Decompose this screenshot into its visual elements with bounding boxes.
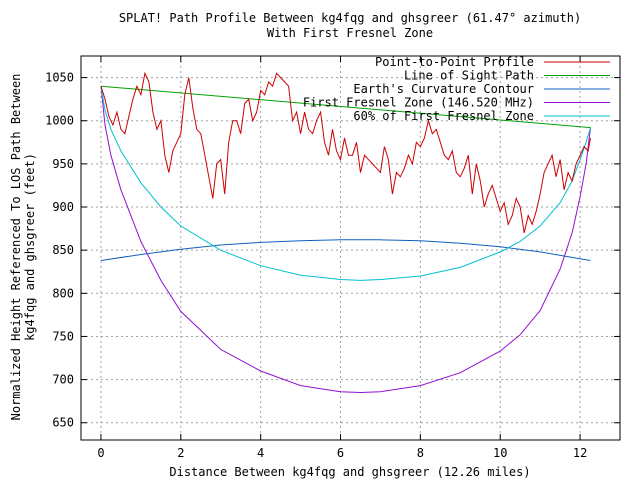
- legend-label-60-of-first-fresnel-zone: 60% of First Fresnel Zone: [353, 109, 534, 123]
- x-tick-label: 6: [337, 446, 344, 460]
- x-tick-label: 10: [493, 446, 507, 460]
- y-tick-label: 900: [52, 200, 74, 214]
- plot-frame: [80, 55, 621, 441]
- chart-title: SPLAT! Path Profile Between kg4fqg and g…: [119, 11, 581, 25]
- grid: [81, 56, 620, 440]
- axis-ticks: 0 2 4 6 8 10 12 650 700 750 800 850 900 950 1000 1050: [45, 56, 620, 460]
- series-line-first-fresnel-zone-146-520-mhz: [100, 86, 591, 394]
- x-tick-label: 8: [417, 446, 424, 460]
- series-line-60-of-first-fresnel-zone: [100, 86, 591, 281]
- y-axis-label-line2: kg4fqg and ghsgreer (feet): [23, 153, 37, 341]
- x-tick-label: 4: [257, 446, 264, 460]
- y-tick-label: 700: [52, 373, 74, 387]
- series-line-line-of-sight-path: [100, 85, 591, 129]
- y-tick-label: 750: [52, 329, 74, 343]
- chart-subtitle: With First Fresnel Zone: [267, 26, 433, 40]
- x-tick-label: 0: [97, 446, 104, 460]
- series-line-earth-s-curvature-contour: [100, 239, 591, 261]
- legend-label-earth-s-curvature-contour: Earth's Curvature Contour: [353, 82, 534, 96]
- y-tick-label: 850: [52, 243, 74, 257]
- series-layer: [100, 71, 591, 394]
- y-axis-label-line1: Normalized Height Referenced To LOS Path…: [9, 74, 23, 421]
- y-tick-label: 800: [52, 286, 74, 300]
- y-tick-label: 650: [52, 416, 74, 430]
- y-tick-label: 1050: [45, 71, 74, 85]
- series-line-point-to-point-profile: [100, 71, 591, 234]
- y-tick-label: 1000: [45, 114, 74, 128]
- x-axis-label: Distance Between kg4fqg and ghsgreer (12…: [169, 465, 530, 479]
- x-tick-label: 2: [177, 446, 184, 460]
- x-tick-label: 12: [573, 446, 587, 460]
- legend-label-first-fresnel-zone-146-520-mhz: First Fresnel Zone (146.520 MHz): [303, 96, 534, 110]
- legend-label-point-to-point-profile: Point-to-Point Profile: [375, 55, 534, 69]
- y-tick-label: 950: [52, 157, 74, 171]
- legend-label-line-of-sight-path: Line of Sight Path: [404, 69, 534, 83]
